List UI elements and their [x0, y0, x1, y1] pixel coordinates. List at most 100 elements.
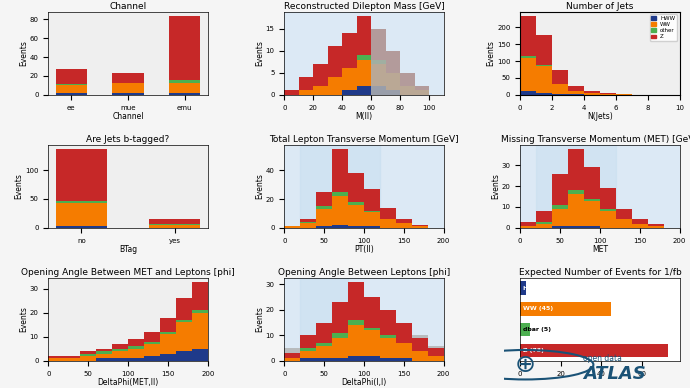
- Bar: [600, 94, 616, 95]
- Bar: [80, 356, 96, 361]
- Bar: [169, 80, 201, 83]
- Bar: [568, 149, 584, 190]
- Bar: [299, 77, 313, 90]
- Bar: [568, 190, 584, 194]
- Bar: [584, 92, 600, 93]
- Bar: [380, 358, 396, 361]
- Bar: [160, 353, 176, 361]
- Bar: [80, 351, 96, 353]
- Bar: [364, 211, 380, 212]
- Bar: [536, 35, 552, 65]
- Bar: [128, 359, 144, 361]
- Bar: [176, 320, 192, 322]
- Bar: [396, 219, 412, 223]
- Bar: [520, 344, 668, 357]
- Title: Total Lepton Transverse Momentum [GeV]: Total Lepton Transverse Momentum [GeV]: [269, 135, 459, 144]
- Bar: [80, 353, 96, 356]
- Bar: [584, 93, 600, 95]
- Text: dbar (5): dbar (5): [523, 327, 551, 332]
- Bar: [96, 353, 112, 359]
- Bar: [316, 322, 332, 343]
- Bar: [520, 16, 536, 95]
- Bar: [600, 94, 616, 95]
- Y-axis label: Events: Events: [255, 173, 264, 199]
- Bar: [552, 209, 568, 226]
- Bar: [396, 358, 412, 361]
- Bar: [160, 334, 176, 353]
- Bar: [364, 327, 380, 330]
- Bar: [536, 145, 616, 228]
- Bar: [386, 51, 400, 95]
- Bar: [552, 94, 568, 95]
- Bar: [520, 323, 531, 336]
- Bar: [348, 202, 364, 205]
- Bar: [160, 332, 176, 334]
- Bar: [357, 55, 371, 60]
- Bar: [64, 359, 80, 361]
- Legend: HWW, WW, other, Z: HWW, WW, other, Z: [649, 14, 677, 41]
- Bar: [412, 226, 428, 228]
- Bar: [284, 348, 300, 361]
- Bar: [520, 92, 536, 95]
- Text: HWW (3) Significance: 0.265: HWW (3) Significance: 0.265: [523, 286, 624, 291]
- Bar: [600, 188, 616, 209]
- Bar: [380, 208, 396, 219]
- Bar: [616, 209, 632, 220]
- Bar: [284, 358, 300, 361]
- Bar: [300, 335, 316, 348]
- Bar: [348, 173, 364, 202]
- Bar: [299, 90, 313, 95]
- Bar: [364, 226, 380, 228]
- Bar: [600, 188, 616, 228]
- Bar: [342, 68, 357, 90]
- Bar: [415, 90, 429, 95]
- Bar: [520, 281, 526, 295]
- Bar: [568, 149, 584, 228]
- Bar: [648, 223, 664, 226]
- Y-axis label: Events: Events: [19, 307, 28, 332]
- Bar: [396, 223, 412, 228]
- Bar: [313, 86, 328, 95]
- Bar: [371, 29, 386, 95]
- Bar: [415, 86, 429, 95]
- Bar: [300, 358, 316, 361]
- Bar: [584, 201, 600, 226]
- Bar: [192, 349, 208, 361]
- Bar: [357, 86, 371, 95]
- Bar: [520, 56, 536, 58]
- Title: Opening Angle Between MET and Leptons [phi]: Opening Angle Between MET and Leptons [p…: [21, 268, 235, 277]
- Bar: [568, 226, 584, 228]
- Title: Expected Number of Events for 1/fb: Expected Number of Events for 1/fb: [519, 268, 681, 277]
- Bar: [371, 64, 386, 86]
- Bar: [568, 86, 584, 95]
- Text: WW (45): WW (45): [523, 307, 553, 312]
- Bar: [568, 86, 584, 91]
- Bar: [536, 65, 552, 66]
- Bar: [396, 325, 412, 361]
- Bar: [316, 192, 332, 206]
- Bar: [144, 344, 160, 356]
- Bar: [316, 330, 332, 361]
- Bar: [348, 205, 364, 226]
- Y-axis label: Events: Events: [255, 307, 264, 332]
- Bar: [415, 86, 429, 90]
- Bar: [584, 226, 600, 228]
- Bar: [616, 220, 632, 228]
- Bar: [400, 73, 415, 95]
- Bar: [380, 310, 396, 335]
- Bar: [144, 342, 160, 344]
- Bar: [357, 16, 371, 55]
- Bar: [552, 70, 568, 84]
- Bar: [332, 302, 348, 333]
- X-axis label: MET: MET: [592, 245, 608, 254]
- Bar: [300, 219, 316, 222]
- Bar: [396, 343, 412, 358]
- Bar: [520, 226, 536, 228]
- Bar: [584, 199, 600, 201]
- Bar: [648, 226, 664, 228]
- Text: open data: open data: [583, 354, 622, 364]
- Bar: [284, 353, 300, 358]
- Bar: [364, 305, 380, 361]
- Bar: [616, 209, 632, 228]
- Bar: [112, 83, 144, 93]
